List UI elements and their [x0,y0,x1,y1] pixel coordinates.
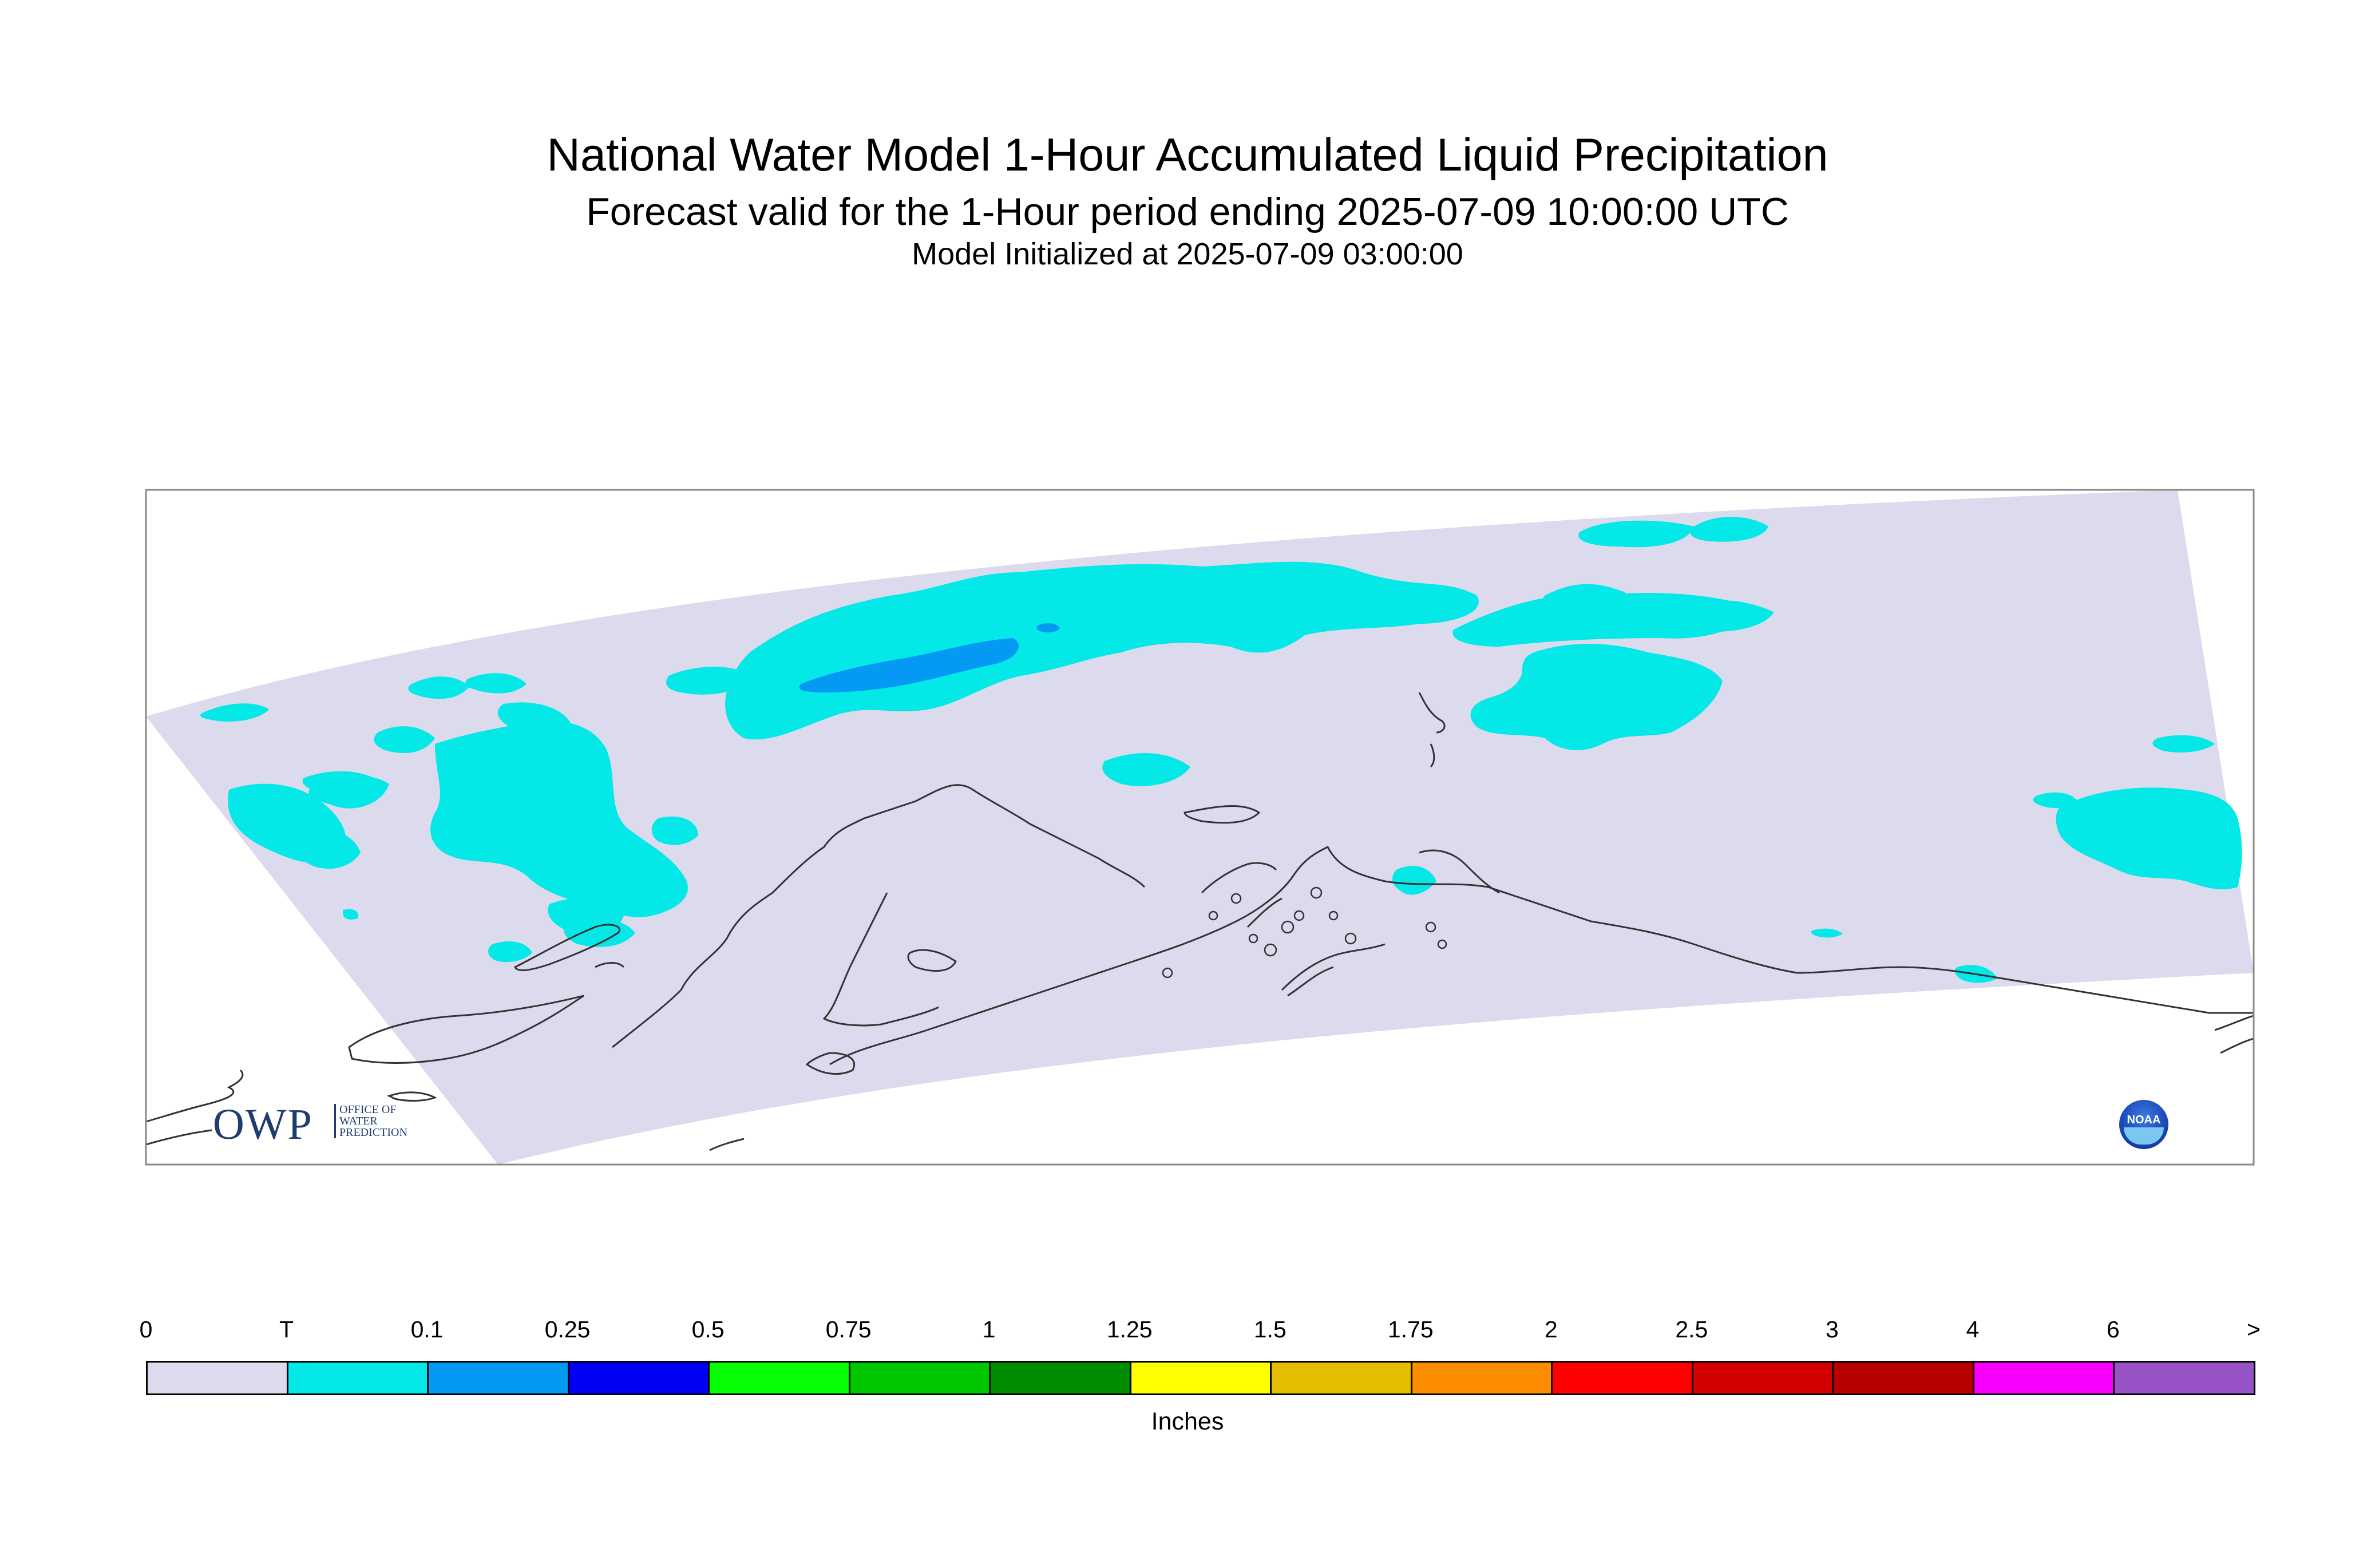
model-domain [146,490,2254,1165]
owp-logo-subtext: OFFICE OF WATER PREDICTION [334,1104,407,1138]
map-frame [145,489,2255,1166]
precip-light-blue-dot [1036,623,1060,633]
map-subtitle: Forecast valid for the 1-Hour period end… [586,190,1789,233]
noaa-wave-icon [2124,1127,2164,1145]
precip-light-blue-area [799,638,1019,692]
legend-units: Inches [1151,1408,1224,1435]
owp-logo: OWP OFFICE OF WATER PREDICTION [213,1100,407,1150]
precip-trace-areas [200,517,2242,983]
islands [1162,886,1447,979]
model-init-time: Model Initialized at 2025-07-09 03:00:00 [912,237,1463,271]
noaa-logo: NOAA [2119,1100,2168,1149]
coastlines [146,692,2254,1151]
owp-logo-text: OWP [213,1100,313,1149]
map-title: National Water Model 1-Hour Accumulated … [547,129,1828,181]
